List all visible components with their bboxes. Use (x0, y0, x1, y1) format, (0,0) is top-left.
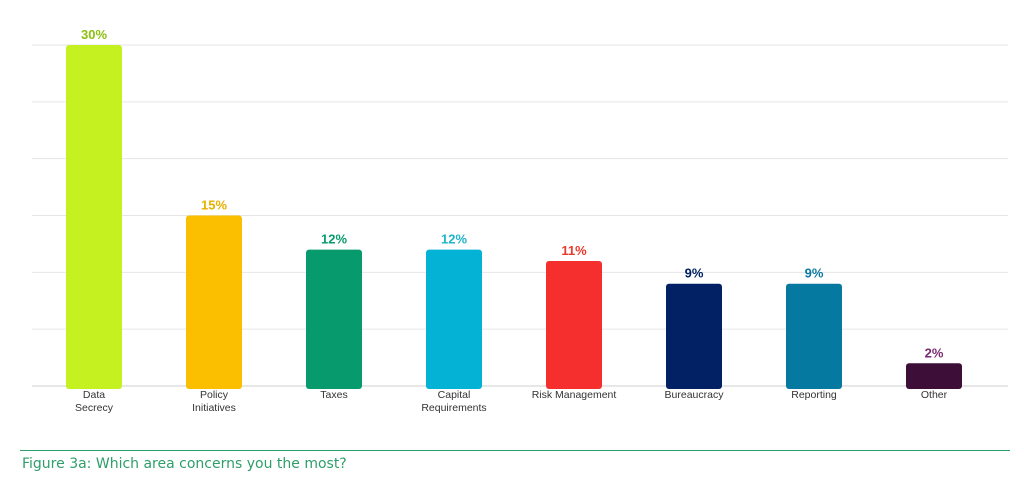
bar (546, 260, 602, 389)
category-label: Bureaucracy (665, 389, 725, 401)
bar-chart: 30% 15% 12% 12% 11% 9% 9% 2% Data Secrecy Policy I… (32, 27, 1008, 414)
bar-value-label: 9% (685, 266, 704, 281)
category-label: Other (921, 389, 948, 401)
category-label-line: Data (83, 389, 105, 401)
category-label: Policy Initiatives (192, 389, 236, 414)
bar-value-label: 15% (201, 198, 227, 213)
category-label-line: Capital (438, 389, 471, 401)
bar-value-label: 2% (925, 345, 944, 360)
bar (306, 249, 362, 389)
bar-value-label: 9% (805, 266, 824, 281)
bar (186, 215, 242, 389)
bar-value-label: 30% (81, 27, 107, 42)
category-label-line: Policy (200, 389, 229, 401)
category-label-line: Requirements (421, 402, 486, 414)
figure-caption: Figure 3a: Which area concerns you the m… (22, 456, 347, 472)
bar-value-label: 11% (561, 243, 587, 258)
category-label: Reporting (791, 389, 837, 401)
category-label-line: Other (921, 389, 948, 401)
category-label-line: Taxes (320, 389, 347, 401)
category-label-line: Initiatives (192, 402, 236, 414)
bar-value-label: 12% (441, 232, 467, 247)
bar (906, 363, 962, 389)
category-labels: Data Secrecy Policy Initiatives Taxes Capital… (75, 389, 948, 414)
category-label: Risk Management (532, 389, 617, 401)
bar (666, 283, 722, 389)
category-label-line: Secrecy (75, 402, 114, 414)
bar-value-label: 12% (321, 232, 347, 247)
category-label-line: Bureaucracy (665, 389, 725, 401)
category-label-line: Risk Management (532, 389, 617, 401)
bar (786, 283, 842, 389)
gridlines (32, 44, 1008, 387)
value-labels: 30% 15% 12% 12% 11% 9% 9% 2% (81, 27, 944, 360)
category-label: Data Secrecy (75, 389, 114, 414)
category-label: Capital Requirements (421, 389, 486, 414)
category-label: Taxes (320, 389, 347, 401)
bar (66, 45, 122, 389)
bar-group (66, 45, 962, 389)
bar (426, 249, 482, 389)
category-label-line: Reporting (791, 389, 837, 401)
caption-divider (20, 450, 1010, 451)
